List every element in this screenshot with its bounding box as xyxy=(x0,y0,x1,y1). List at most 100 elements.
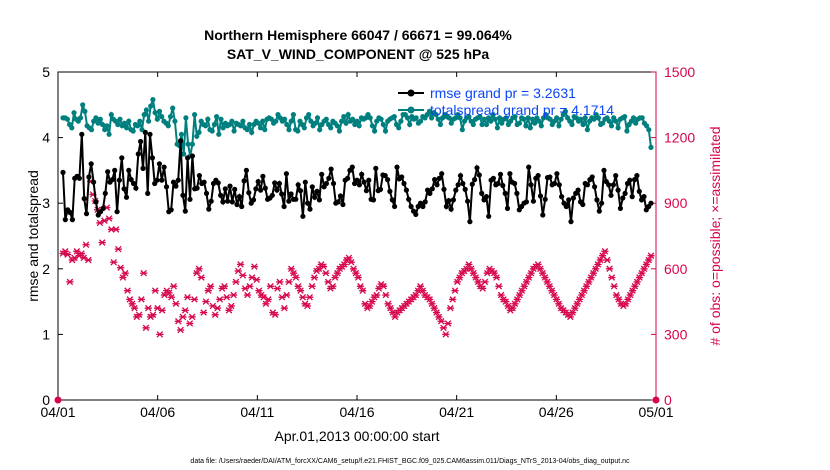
rmse-point xyxy=(140,165,146,171)
rmse-point xyxy=(596,208,602,214)
legend-spread-label: totalspread grand pr = 4.1714 xyxy=(430,102,614,118)
x-tick-label: 04/26 xyxy=(539,404,574,420)
rmse-point xyxy=(394,164,400,170)
obs-point xyxy=(612,291,621,299)
obs-point xyxy=(624,296,632,303)
obs-point xyxy=(582,283,591,290)
rmse-point xyxy=(385,177,391,183)
rmse-point xyxy=(406,196,412,202)
obs-point xyxy=(206,283,215,290)
rmse-point xyxy=(613,173,619,179)
obs-point xyxy=(308,283,316,290)
obs-point xyxy=(117,264,125,271)
totalspread-point xyxy=(639,115,645,121)
rmse-point xyxy=(606,182,612,188)
rmse-point xyxy=(105,169,111,175)
obs-point xyxy=(490,269,498,277)
rmse-point xyxy=(615,187,621,193)
rmse-point xyxy=(312,194,318,200)
rmse-point xyxy=(592,184,598,190)
totalspread-point xyxy=(622,114,628,120)
obs-point xyxy=(310,274,318,281)
rmse-point xyxy=(448,206,454,212)
totalspread-point xyxy=(569,121,575,128)
totalspread-point xyxy=(117,116,123,122)
totalspread-point xyxy=(192,112,198,118)
rmse-point xyxy=(617,205,624,211)
rmse-point xyxy=(453,187,459,193)
obs-point xyxy=(412,291,420,299)
y-right-tick-label: 0 xyxy=(664,392,672,408)
totalspread-point xyxy=(532,120,538,126)
rmse-point xyxy=(253,186,259,192)
totalspread-point xyxy=(378,116,384,122)
obs-series xyxy=(54,178,660,404)
obs-point xyxy=(264,296,272,303)
rmse-point xyxy=(608,192,614,198)
rmse-point xyxy=(441,186,447,192)
totalspread-point xyxy=(231,128,237,134)
rmse-point xyxy=(340,201,346,208)
rmse-point xyxy=(542,196,548,202)
rmse-point xyxy=(239,203,245,210)
obs-point xyxy=(379,283,388,290)
rmse-point xyxy=(552,180,558,187)
obs-point xyxy=(573,300,581,308)
rmse-point xyxy=(189,153,195,159)
obs-point xyxy=(280,304,288,312)
obs-point xyxy=(61,248,69,255)
rmse-point xyxy=(236,194,242,200)
x-tick-label: 04/21 xyxy=(439,404,474,420)
totalspread-point xyxy=(538,123,544,129)
obs-point xyxy=(626,291,634,299)
obs-point xyxy=(183,293,192,301)
obs-point xyxy=(176,326,185,334)
totalspread-point xyxy=(398,118,404,124)
rmse-point xyxy=(168,207,174,213)
obs-point xyxy=(511,300,519,308)
totalspread-point xyxy=(323,116,329,122)
rmse-point xyxy=(187,196,193,202)
obs-point xyxy=(156,331,164,338)
totalspread-point xyxy=(178,131,185,137)
obs-point xyxy=(509,304,517,312)
rmse-point xyxy=(88,161,94,167)
obs-point xyxy=(66,278,74,286)
rmse-point xyxy=(255,179,261,185)
obs-point xyxy=(123,287,132,294)
totalspread-point xyxy=(380,121,386,128)
obs-point xyxy=(605,265,614,273)
legend: rmse grand pr = 3.2631 totalspread grand… xyxy=(398,85,614,118)
obs-point xyxy=(545,283,554,290)
obs-point xyxy=(319,263,328,270)
totalspread-point xyxy=(613,118,619,124)
rmse-point xyxy=(175,177,181,183)
totalspread-point xyxy=(143,107,149,113)
totalspread-point xyxy=(646,127,652,133)
totalspread-point xyxy=(459,127,465,133)
obs-point xyxy=(142,324,150,332)
totalspread-point xyxy=(95,120,101,126)
obs-point xyxy=(130,304,139,312)
totalspread-point xyxy=(301,125,307,131)
totalspread-point xyxy=(490,112,496,118)
rmse-point xyxy=(373,165,379,171)
rmse-point xyxy=(229,199,235,205)
totalspread-point xyxy=(354,118,360,124)
rmse-point xyxy=(138,138,144,145)
totalspread-point xyxy=(194,133,200,139)
rmse-point xyxy=(76,175,82,181)
rmse-point xyxy=(535,173,541,179)
obs-point xyxy=(368,298,376,305)
rmse-point xyxy=(568,219,574,225)
chart-title-line1: Northern Hemisphere 66047 / 66671 = 99.0… xyxy=(204,27,512,43)
rmse-point xyxy=(389,197,395,203)
obs-point xyxy=(137,296,145,303)
obs-point xyxy=(518,287,526,294)
rmse-point xyxy=(232,186,238,192)
x-axis: 04/01 04/06 04/11 04/16 04/21 04/26 05/01 xyxy=(40,72,674,420)
x-tick-label: 04/01 xyxy=(40,404,75,420)
totalspread-point xyxy=(185,141,191,147)
obs-point xyxy=(333,269,341,277)
obs-point xyxy=(246,283,254,290)
